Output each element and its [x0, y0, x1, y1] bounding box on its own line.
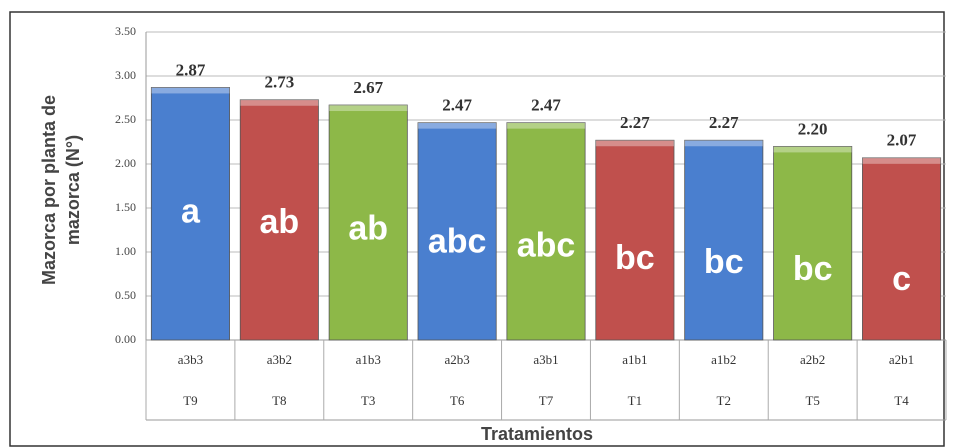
group-label: ab — [348, 210, 388, 248]
bar-highlight — [329, 105, 408, 112]
x-tick-label: T1 — [628, 393, 642, 408]
value-label: 2.20 — [798, 119, 828, 138]
bar — [328, 104, 408, 341]
bar-highlight — [595, 140, 674, 147]
x-tick-label: a1b1 — [622, 352, 647, 367]
bar — [239, 99, 319, 341]
y-axis-label: Mazorca por planta de — [39, 95, 59, 285]
bar-highlight — [773, 146, 852, 153]
x-tick-label: a2b2 — [800, 352, 825, 367]
value-label: 2.47 — [442, 96, 472, 115]
y-axis-label: mazorca (N°) — [63, 135, 83, 245]
bar-highlight — [684, 140, 763, 147]
bar-highlight — [240, 99, 319, 106]
y-tick-label: 2.50 — [115, 112, 136, 126]
group-label: c — [892, 260, 911, 298]
x-tick-label: a3b2 — [267, 352, 292, 367]
y-tick-label: 3.00 — [115, 68, 136, 82]
x-tick-label: T3 — [361, 393, 375, 408]
x-tick-label: T7 — [539, 393, 554, 408]
x-tick-label: a2b3 — [444, 352, 469, 367]
bar-highlight — [418, 122, 497, 129]
bar — [417, 122, 497, 341]
x-tick-label: a3b1 — [533, 352, 558, 367]
bar — [595, 139, 675, 341]
group-label: bc — [793, 250, 833, 288]
bar — [506, 122, 586, 341]
group-label: bc — [615, 239, 655, 277]
y-tick-label: 0.00 — [115, 332, 136, 346]
x-tick-label: a1b2 — [711, 352, 736, 367]
bar — [684, 139, 764, 341]
x-tick-label: T2 — [717, 393, 731, 408]
x-tick-label: T4 — [894, 393, 909, 408]
x-tick-label: a3b3 — [178, 352, 203, 367]
group-label: ab — [259, 203, 299, 241]
x-tick-label: a2b1 — [889, 352, 914, 367]
value-label: 2.67 — [353, 78, 383, 97]
x-tick-label: T8 — [272, 393, 286, 408]
bar — [773, 145, 853, 341]
y-tick-label: 0.50 — [115, 288, 136, 302]
y-tick-label: 2.00 — [115, 156, 136, 170]
y-tick-label: 3.50 — [115, 24, 136, 38]
bar-highlight — [506, 122, 586, 129]
value-label: 2.73 — [264, 73, 294, 92]
bar-highlight — [862, 157, 941, 164]
group-label: abc — [517, 226, 576, 264]
value-label: 2.87 — [176, 60, 206, 79]
group-label: abc — [428, 222, 487, 260]
x-tick-label: T6 — [450, 393, 465, 408]
x-axis-label: Tratamientos — [481, 424, 593, 444]
y-tick-label: 1.50 — [115, 200, 136, 214]
bar — [150, 87, 230, 341]
x-tick-label: T9 — [183, 393, 197, 408]
value-label: 2.07 — [887, 131, 917, 150]
value-label: 2.27 — [620, 113, 650, 132]
x-tick-label: a1b3 — [356, 352, 381, 367]
bar-highlight — [151, 87, 230, 94]
value-label: 2.27 — [709, 113, 739, 132]
group-label: a — [181, 193, 201, 231]
group-label: bc — [704, 243, 744, 281]
x-tick-label: T5 — [805, 393, 819, 408]
y-tick-label: 1.00 — [115, 244, 136, 258]
value-label: 2.47 — [531, 96, 561, 115]
bar — [862, 157, 942, 341]
